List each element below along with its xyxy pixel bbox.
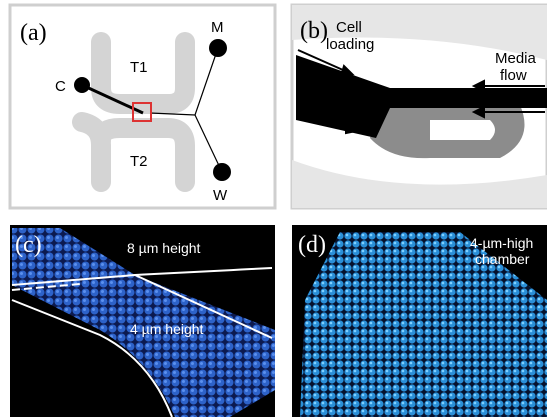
label: loading xyxy=(326,36,374,53)
panel-d: (d) 4-µm-high chamber xyxy=(292,225,547,417)
label: T1 xyxy=(130,59,148,76)
page: (a) T1 T2 C M W (b) Cell loading Media f… xyxy=(0,0,547,417)
label: C xyxy=(55,78,66,95)
figure: (a) T1 T2 C M W (b) Cell loading Media f… xyxy=(0,0,547,417)
label: T2 xyxy=(130,153,148,170)
label: chamber xyxy=(475,251,530,267)
panel-a: (a) T1 T2 C M W xyxy=(10,5,275,208)
panel-c: (c) 8 µm height 4 µm height xyxy=(10,225,275,417)
label: flow xyxy=(500,67,527,84)
panel-label: (d) xyxy=(298,232,326,258)
panel-label: (c) xyxy=(15,232,42,258)
panel-label: (a) xyxy=(20,20,47,46)
panel-label: (b) xyxy=(300,18,328,44)
label: Media xyxy=(495,50,537,67)
label: W xyxy=(213,187,228,204)
label: 4-µm-high xyxy=(470,235,533,251)
label: 4 µm height xyxy=(130,321,204,337)
label: M xyxy=(211,19,224,36)
panel-b: (b) Cell loading Media flow xyxy=(292,5,547,208)
label: Cell xyxy=(336,19,362,36)
label: 8 µm height xyxy=(127,240,201,256)
